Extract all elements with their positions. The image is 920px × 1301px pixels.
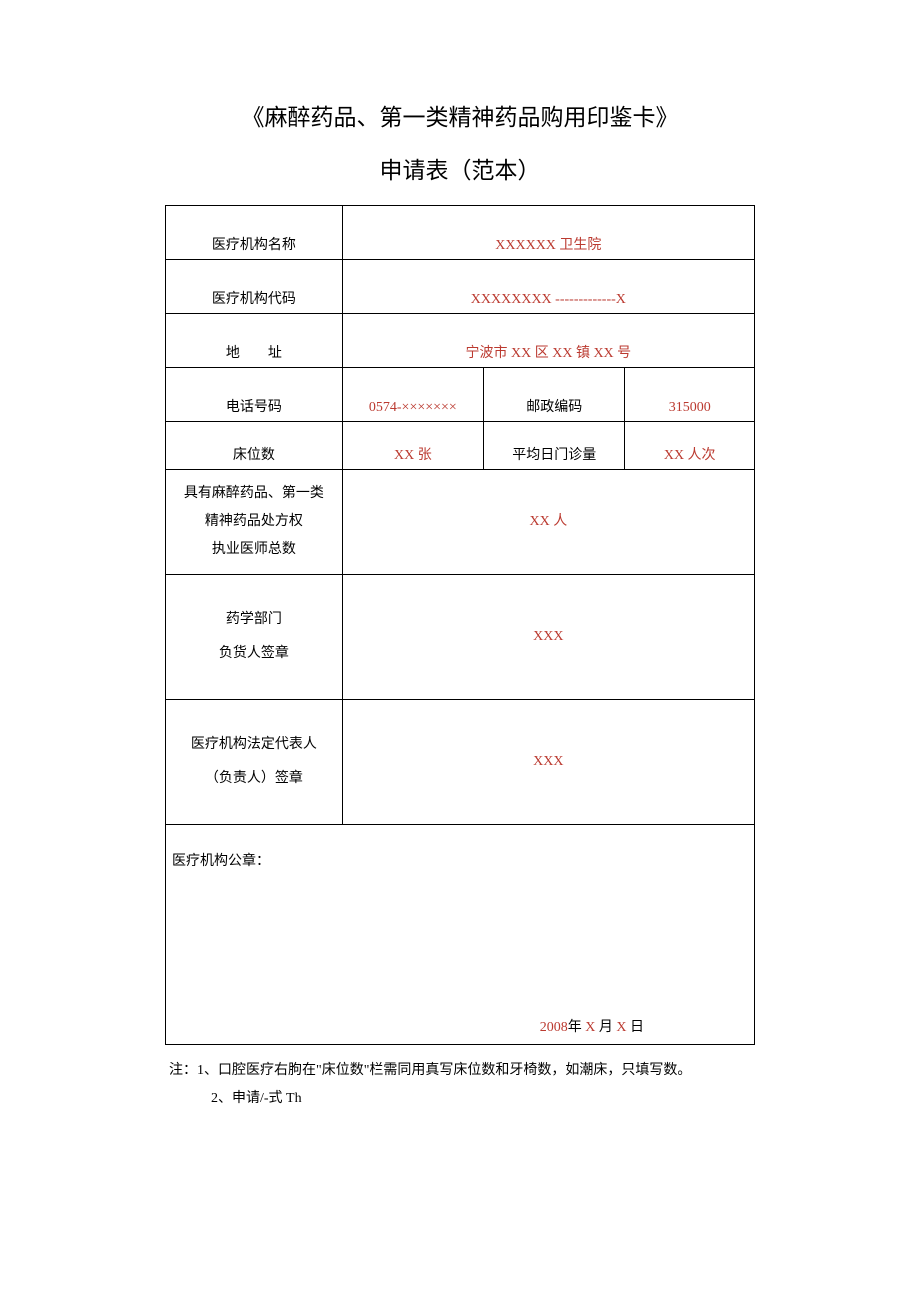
legal-l1: 医疗机构法定代表人 [191, 737, 317, 752]
label-legal: 医疗机构法定代表人 （负责人）签章 [166, 699, 343, 824]
stamp-label: 医疗机构公章： [166, 825, 754, 870]
label-phone: 电话号码 [166, 367, 343, 421]
value-address: 宁波市 XX 区 XX 镇 XX 号 [342, 313, 754, 367]
value-doctors: XX 人 [342, 469, 754, 574]
document-subtitle: 申请表（范本） [165, 151, 755, 185]
label-daily: 平均日门诊量 [484, 421, 625, 469]
value-pharmacy: XXX [342, 574, 754, 699]
label-pharmacy: 药学部门 负货人签章 [166, 574, 343, 699]
pharmacy-l2: 负货人签章 [219, 646, 289, 661]
value-org-name: XXXXXX 卫生院 [342, 205, 754, 259]
date-day: X [616, 1020, 626, 1035]
label-beds: 床位数 [166, 421, 343, 469]
value-phone: 0574-××××××× [342, 367, 483, 421]
document-title: 《麻醉药品、第一类精神药品购用印鉴卡》 [165, 100, 755, 137]
date-month-suffix: 月 [595, 1020, 616, 1035]
label-doctors: 具有麻醉药品、第一类 精神药品处方权 执业医师总数 [166, 469, 343, 574]
date-day-suffix: 日 [627, 1020, 645, 1035]
doctors-l2: 精神药品处方权 [205, 514, 303, 529]
application-form-table: 医疗机构名称 XXXXXX 卫生院 医疗机构代码 XXXXXXXX ------… [165, 205, 755, 1045]
note-line-2: 2、申请/-式 Th [169, 1085, 755, 1113]
address-char-1: 地 [226, 346, 268, 361]
value-org-code: XXXXXXXX -------------X [342, 259, 754, 313]
date-month: X [585, 1020, 595, 1035]
date-year-suffix: 年 [568, 1020, 586, 1035]
address-char-2: 址 [268, 346, 282, 361]
label-org-name: 医疗机构名称 [166, 205, 343, 259]
note-line-1: 注：1、口腔医疗右朐在"床位数"栏需同用真写床位数和牙椅数，如潮床，只填写数。 [169, 1057, 755, 1085]
label-postcode: 邮政编码 [484, 367, 625, 421]
label-org-code: 医疗机构代码 [166, 259, 343, 313]
notes-section: 注：1、口腔医疗右朐在"床位数"栏需同用真写床位数和牙椅数，如潮床，只填写数。 … [165, 1057, 755, 1113]
label-address: 地址 [166, 313, 343, 367]
doctors-l1: 具有麻醉药品、第一类 [184, 486, 324, 501]
pharmacy-l1: 药学部门 [226, 612, 282, 627]
value-postcode: 315000 [625, 367, 755, 421]
doctors-l3: 执业医师总数 [212, 542, 296, 557]
value-beds: XX 张 [342, 421, 483, 469]
value-daily: XX 人次 [625, 421, 755, 469]
legal-l2: （负责人）签章 [205, 771, 303, 786]
date-text: 2008年 X 月 X 日 [540, 1016, 644, 1036]
date-year: 2008 [540, 1020, 568, 1035]
stamp-cell: 医疗机构公章： 2008年 X 月 X 日 [166, 824, 755, 1044]
value-legal: XXX [342, 699, 754, 824]
